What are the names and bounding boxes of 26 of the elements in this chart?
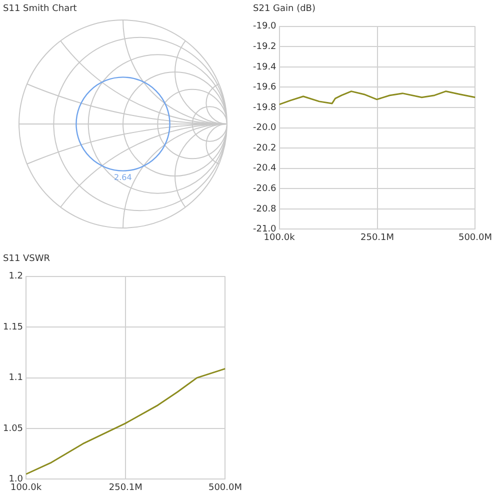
y-tick-label: -19.4 [252,62,277,72]
y-tick-label: -19.6 [252,82,277,93]
x-tick-label: 100.0k [10,482,42,493]
x-tick-label: 500.0M [458,232,492,243]
y-tick-label: 1.0 [8,474,24,485]
y-tick-label: -20.6 [252,184,277,194]
x-tick-label: 100.0k [264,232,296,243]
text: 2.64 [114,172,132,182]
x-tick-label: 250.1M [360,232,394,243]
y-tick-label: 1.15 [2,322,24,332]
y-tick-label: -20.4 [252,164,277,174]
y-tick-label: -20.2 [252,143,276,154]
y-tick-label: -21.0 [252,224,277,235]
y-tick-label: -19.2 [252,42,276,52]
x-tick-label: 500.0M [208,482,242,493]
y-tick-label: -20.0 [252,123,277,134]
y-tick-label: 1.1 [8,373,24,384]
chart-title: S11 VSWR [3,254,50,264]
text: S11 Smith Chart [3,4,77,14]
y-tick-label: -20.8 [252,204,277,214]
y-tick-label: -19.0 [252,22,277,32]
x-tick-label: 250.1M [108,482,142,493]
chart-title: S21 Gain (dB) [253,4,316,14]
y-tick-label: 1.2 [8,272,24,282]
y-tick-label: 1.05 [2,424,24,434]
y-tick-label: -19.8 [252,102,277,113]
